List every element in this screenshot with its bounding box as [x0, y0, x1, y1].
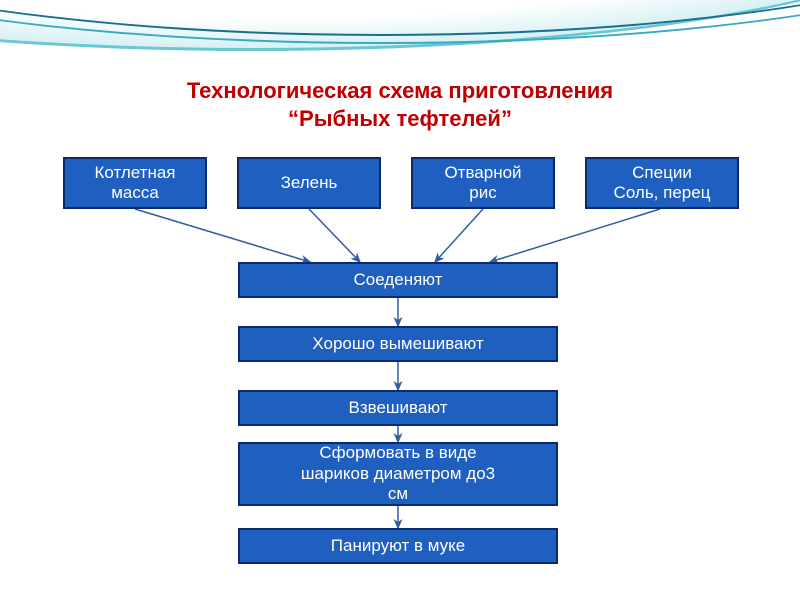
slide-title-line1: Технологическая схема приготовления: [0, 78, 800, 104]
step-box-vzvesh: Взвешивают: [238, 390, 558, 426]
ingredient-box-zelen: Зелень: [237, 157, 381, 209]
arrow-1: [309, 209, 360, 262]
step-box-sform: Сформовать в виде шариков диаметром до3 …: [238, 442, 558, 506]
slide: Технологическая схема приготовления “Рыб…: [0, 0, 800, 600]
arrow-3: [490, 209, 660, 262]
arrow-2: [435, 209, 483, 262]
ingredient-box-specii: Специи Соль, перец: [585, 157, 739, 209]
arrow-0: [135, 209, 310, 262]
step-box-vymesh: Хорошо вымешивают: [238, 326, 558, 362]
step-box-panir: Панируют в муке: [238, 528, 558, 564]
step-box-soed: Соеденяют: [238, 262, 558, 298]
ingredient-box-kotletnaya: Котлетная масса: [63, 157, 207, 209]
slide-title-line2: “Рыбных тефтелей”: [0, 106, 800, 132]
ingredient-box-ris: Отварной рис: [411, 157, 555, 209]
